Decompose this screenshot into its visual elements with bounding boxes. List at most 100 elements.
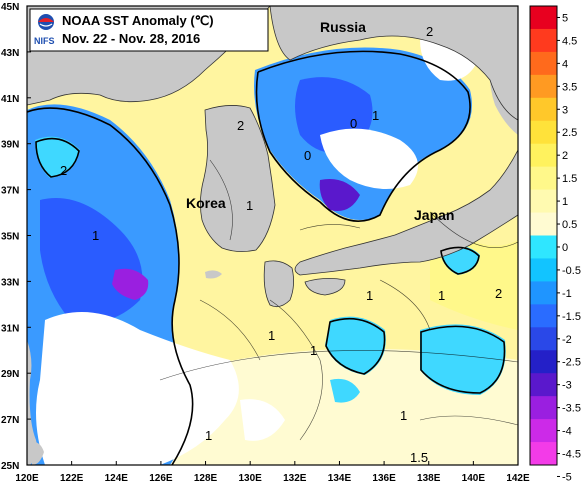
land-japan-kyushu <box>264 260 294 307</box>
contour-label: 1 <box>205 428 212 443</box>
contour-label: 1 <box>366 288 373 303</box>
map-date-range: Nov. 22 - Nov. 28, 2016 <box>62 31 200 46</box>
contour-lines <box>27 50 506 465</box>
contour-label: 1.5 <box>410 450 428 465</box>
cyan-patch-west <box>35 136 80 178</box>
cold-region-yellow-sea <box>40 198 143 323</box>
latitude-tick-label: 31N <box>1 323 19 334</box>
colorbar-tick-label: -1 <box>562 288 572 300</box>
contour-label: 2 <box>495 286 502 301</box>
title-box: NIFS NOAA SST Anomaly (℃) Nov. 22 - Nov.… <box>29 8 269 52</box>
colorbar-swatch <box>530 442 557 466</box>
latitude-tick-label: 33N <box>1 277 19 288</box>
contour-label: 2 <box>60 163 67 178</box>
land-japan-shikoku <box>305 278 345 295</box>
colorbar-tick-label: 3.5 <box>562 81 577 93</box>
contour-value-labels: 2 1 0 1 2 1 2 1 1 2 1 0 1 1.5 1 1 <box>60 24 502 465</box>
cool-patch-pacific-1 <box>325 316 386 375</box>
colorbar-swatch <box>530 28 557 53</box>
colorbar-tick-label: 0.5 <box>562 219 577 231</box>
very-cold-patch <box>112 268 149 300</box>
longitude-tick-label: 126E <box>149 473 173 484</box>
contour-label: 0 <box>304 148 311 163</box>
land-taiwan <box>30 441 44 465</box>
missing-data-east-china-sea <box>36 312 239 465</box>
latitude-axis: 45N 43N 41N 39N 37N 35N 33N 31N 29N 27N 25N <box>1 2 31 472</box>
land-china-south <box>27 340 38 465</box>
latitude-tick-label: 39N <box>1 140 19 151</box>
place-label-korea: Korea <box>186 195 226 211</box>
colorbar-swatch <box>530 258 557 282</box>
colorbar-swatch <box>530 235 557 259</box>
contour-label: 1 <box>268 328 275 343</box>
colorbar-tick-label: -4 <box>562 426 572 438</box>
latitude-tick-label: 27N <box>1 415 19 426</box>
contour-label: 2 <box>426 24 433 39</box>
colorbar-swatch <box>530 74 557 99</box>
longitude-tick-label: 130E <box>239 473 263 484</box>
longitude-axis: 120E 122E 124E 126E 128E 130E 132E 134E 136E 138E… <box>15 461 530 484</box>
colorbar-swatch <box>530 51 557 76</box>
colorbar-tick-label: -4.5 <box>562 449 581 461</box>
longitude-tick-label: 120E <box>15 473 39 484</box>
colorbar-ticks: 5 4.5 4 3.5 3 2.5 2 1.5 1 0.5 0 -0.5 -1 -1.5 -2 -2.5 -3 -… <box>557 12 581 483</box>
land-jeju <box>205 270 222 279</box>
contour-label: 0 <box>350 116 357 131</box>
land-korea-mainland <box>200 105 275 252</box>
land-japan-hokkaido <box>489 57 518 135</box>
missing-data-south <box>240 399 285 441</box>
longitude-tick-label: 138E <box>417 473 441 484</box>
contour-label: 1 <box>438 288 445 303</box>
colorbar-frame <box>529 5 558 466</box>
latitude-tick-label: 35N <box>1 232 19 243</box>
colorbar-tick-label: -5 <box>562 471 572 483</box>
longitude-tick-label: 134E <box>328 473 352 484</box>
colorbar-swatch <box>530 212 557 236</box>
cool-patch-pacific-2 <box>420 324 506 395</box>
org-label: NIFS <box>34 36 55 46</box>
land-russia <box>270 6 518 120</box>
contour-label: 1 <box>92 228 99 243</box>
colorbar-tick-label: 3 <box>562 104 568 116</box>
place-label-russia: Russia <box>320 19 366 35</box>
colorbar-swatch <box>530 373 557 397</box>
longitude-tick-label: 122E <box>60 473 84 484</box>
latitude-tick-label: 25N <box>1 461 19 472</box>
colorbar-swatch <box>530 281 557 305</box>
colorbar-swatch <box>530 143 557 168</box>
colorbar-tick-label: -1.5 <box>562 311 581 323</box>
latitude-tick-label: 29N <box>1 369 19 380</box>
purple-patch-east-sea <box>319 179 360 211</box>
colorbar-tick-label: -3.5 <box>562 403 581 415</box>
colorbar-tick-label: -2.5 <box>562 357 581 369</box>
colorbar-tick-label: 1 <box>562 196 568 208</box>
contour-label: 1 <box>310 343 317 358</box>
contour-lines-thin <box>159 159 518 441</box>
longitude-tick-label: 142E <box>506 473 530 484</box>
colorbar-tick-label: 4.5 <box>562 35 577 47</box>
colorbar-swatch <box>530 120 557 145</box>
contour-label: 2 <box>237 118 244 133</box>
contour-label: 1 <box>246 198 253 213</box>
colorbar-tick-label: -3 <box>562 380 572 392</box>
colorbar-swatch <box>530 419 557 443</box>
colorbar-swatch <box>530 396 557 420</box>
latitude-tick-label: 43N <box>1 48 19 59</box>
warm-band-south <box>150 348 518 465</box>
place-label-japan: Japan <box>414 207 454 223</box>
colorbar-swatch <box>530 304 557 328</box>
longitude-tick-label: 132E <box>283 473 307 484</box>
colorbar-swatch <box>530 327 557 351</box>
colorbar-swatch <box>530 6 557 30</box>
longitude-tick-label: 136E <box>372 473 396 484</box>
land-japan-honshu <box>295 150 518 275</box>
colorbar-tick-label: 4 <box>562 58 568 70</box>
latitude-tick-label: 37N <box>1 186 19 197</box>
contour-label: 1 <box>400 408 407 423</box>
longitude-tick-label: 128E <box>194 473 218 484</box>
latitude-tick-label: 41N <box>1 94 19 105</box>
colorbar-tick-label: 2.5 <box>562 127 577 139</box>
colorbar-tick-label: 2 <box>562 150 568 162</box>
colorbar-tick-label: -2 <box>562 334 572 346</box>
longitude-tick-label: 140E <box>462 473 486 484</box>
